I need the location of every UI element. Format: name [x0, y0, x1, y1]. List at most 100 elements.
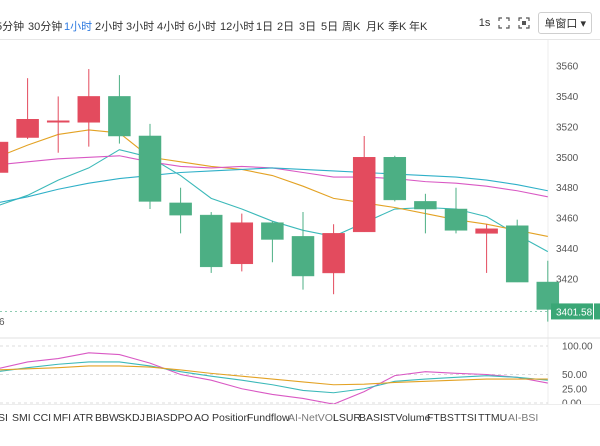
- candle-body: [169, 202, 192, 216]
- indicator-tab-skdj[interactable]: SKDJ: [118, 412, 145, 424]
- ma-left-label: 6: [0, 317, 5, 328]
- indicator-bar: SI SMI CCI MFI ATR BBW SKDJ BIAS DPO AO Position Fu…: [0, 404, 600, 427]
- candle-body: [77, 96, 101, 123]
- chevron-down-icon: ▾: [580, 18, 586, 30]
- indicator-tab-dpo[interactable]: DPO: [170, 412, 193, 424]
- timeframe-11[interactable]: 5日: [321, 21, 339, 33]
- timeframe-7[interactable]: 12小时: [220, 21, 255, 33]
- candle-body: [475, 228, 498, 234]
- indicator-tab-ai-netvol[interactable]: AI-NetVOL: [288, 412, 339, 424]
- price-tick-label: 3560: [556, 62, 579, 73]
- candle: [536, 260, 560, 322]
- candle: [352, 135, 376, 233]
- candle-body: [230, 222, 254, 265]
- candle-body: [505, 225, 529, 283]
- candle-body: [46, 120, 70, 123]
- indicator-tab-position[interactable]: Position: [212, 412, 250, 424]
- indicator-tab-bias[interactable]: BIAS: [146, 412, 170, 424]
- timeframe-12[interactable]: 周K: [342, 21, 361, 33]
- ma-line-MA-teal-long: [0, 167, 548, 203]
- osc-line-osc-teal: [0, 361, 548, 394]
- indicator-tab-fundflow[interactable]: Fundflow: [247, 412, 290, 424]
- timeframe-10[interactable]: 3日: [299, 21, 317, 33]
- toolbar-right: 1s 单窗口 ▾: [478, 12, 592, 34]
- candle: [322, 224, 345, 295]
- timeframe-13[interactable]: 月K: [366, 21, 385, 33]
- indicator-tab-ai-bsi[interactable]: AI-BSI: [508, 412, 539, 424]
- indicator-tab-ttsi[interactable]: TTSI: [454, 412, 477, 424]
- candle-body: [322, 233, 345, 274]
- price-tick-label: 3480: [556, 183, 579, 194]
- timeframe-1[interactable]: 30分钟: [28, 21, 63, 33]
- candle-body: [536, 281, 560, 310]
- candle-body: [352, 157, 376, 233]
- indicator-tab-ttmu[interactable]: TTMU: [478, 412, 508, 424]
- indicator-tab-bbw[interactable]: BBW: [95, 412, 119, 424]
- timeframe-9[interactable]: 2日: [277, 21, 295, 33]
- osc-line-osc-orange: [0, 365, 548, 386]
- candle-body: [138, 135, 162, 202]
- indicator-tab-lsur[interactable]: LSUR: [333, 412, 362, 424]
- price-chart[interactable]: 3560 3540 3520 3500 3480 3460 3440 3420 3401.58 6…: [0, 40, 600, 404]
- current-price-tag: [551, 303, 593, 320]
- candle: [0, 141, 9, 173]
- price-tick-label: 3540: [556, 92, 579, 103]
- candle: [444, 187, 468, 234]
- candle-body: [0, 141, 9, 173]
- current-price-tag-edge: [594, 303, 600, 320]
- candle: [505, 219, 529, 283]
- timeframe-5[interactable]: 4小时: [157, 21, 186, 33]
- candle-body: [199, 214, 223, 268]
- indicator-tab-ftbs[interactable]: FTBS: [427, 412, 454, 424]
- candle: [383, 155, 407, 202]
- interval-button[interactable]: 1s: [478, 17, 491, 29]
- osc-line-osc-magenta: [0, 352, 548, 404]
- candle: [16, 78, 39, 140]
- osc-tick-label: 25.00: [562, 384, 587, 395]
- osc-tick-label: 50.00: [562, 370, 587, 381]
- candle-body: [383, 157, 407, 201]
- indicator-tab-si[interactable]: SI: [0, 412, 8, 424]
- price-tick-label: 3440: [556, 244, 579, 255]
- price-tick-label: 3500: [556, 153, 579, 164]
- indicator-tab-ao[interactable]: AO: [194, 412, 210, 424]
- expand-icon[interactable]: [518, 17, 531, 29]
- timeframe-15[interactable]: 年K: [409, 21, 428, 33]
- candle: [291, 212, 315, 290]
- indicator-tab-cci[interactable]: CCI: [33, 412, 52, 424]
- timeframe-8[interactable]: 1日: [256, 21, 274, 33]
- candle: [46, 96, 70, 153]
- timeframe-4[interactable]: 3小时: [126, 21, 155, 33]
- timeframe-2[interactable]: 1小时: [64, 21, 93, 33]
- candle: [108, 75, 131, 144]
- candle: [230, 213, 254, 272]
- price-tick-label: 3460: [556, 214, 579, 225]
- candle-body: [108, 96, 131, 137]
- candle-body: [261, 222, 284, 240]
- candle: [199, 212, 223, 273]
- timeframe-14[interactable]: 季K: [388, 21, 407, 33]
- candle-body: [444, 208, 468, 231]
- current-price-label: 3401.58: [556, 307, 593, 318]
- timeframe-0[interactable]: 5分钟: [0, 21, 25, 33]
- candle-body: [414, 201, 437, 210]
- window-mode-select[interactable]: 单窗口 ▾: [538, 12, 592, 34]
- osc-tick-label: 0.00: [562, 399, 582, 405]
- timeframe-3[interactable]: 2小时: [95, 21, 124, 33]
- timeframe-6[interactable]: 6小时: [188, 21, 217, 33]
- indicator-tab-tvolume[interactable]: TVolume: [389, 412, 431, 424]
- candle: [138, 123, 162, 210]
- fullscreen-icon[interactable]: [498, 17, 511, 29]
- indicator-tab-smi[interactable]: SMI: [12, 412, 31, 424]
- candle-body: [16, 119, 39, 138]
- indicator-tab-atr[interactable]: ATR: [73, 412, 94, 424]
- price-tick-label: 3420: [556, 275, 579, 286]
- price-tick-label: 3520: [556, 122, 579, 133]
- indicator-tab-basis[interactable]: BASIS: [359, 412, 390, 424]
- candle: [414, 193, 437, 234]
- candle: [475, 224, 498, 273]
- osc-tick-label: 100.00: [562, 342, 593, 353]
- indicator-tab-mfi[interactable]: MFI: [53, 412, 72, 424]
- candle: [169, 187, 192, 234]
